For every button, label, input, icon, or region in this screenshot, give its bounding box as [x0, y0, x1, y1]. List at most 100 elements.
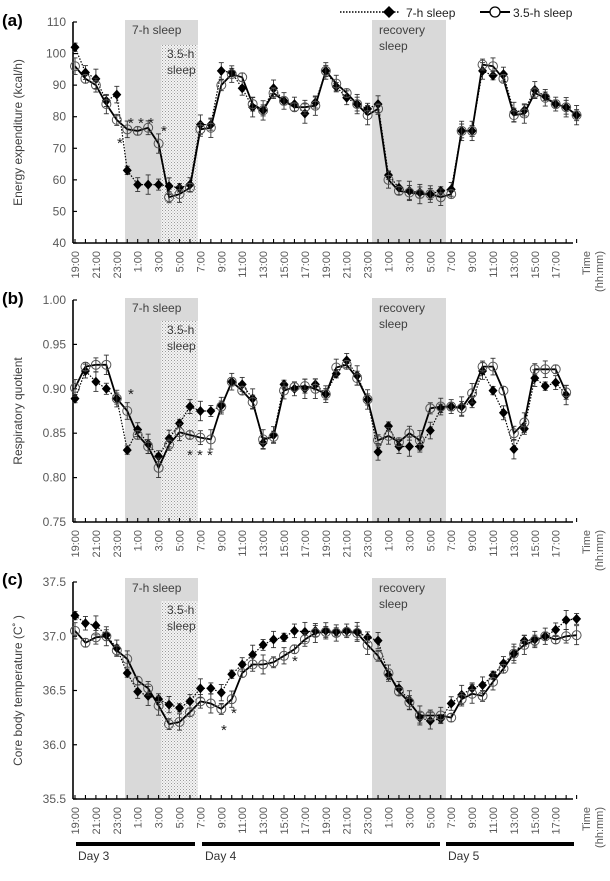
x-tick-label: 15:00	[530, 807, 542, 835]
panel-a: 7-h sleep 3.5-h sleep recovery sleep 40 50 60 70…	[2, 11, 606, 292]
data-point-7h	[133, 179, 143, 190]
x-tick-label: 15:00	[279, 807, 291, 835]
y-tick-label: 35.5	[43, 792, 67, 806]
x-tick-label: 23:00	[363, 807, 375, 835]
data-point-35h	[352, 373, 363, 384]
data-point-35h	[153, 138, 164, 149]
y-tick-label: 0.85	[43, 426, 67, 440]
data-point-35h	[456, 403, 467, 414]
data-point-35h	[299, 381, 310, 392]
data-point-35h	[132, 429, 143, 440]
shade-35h-sleep	[161, 45, 198, 243]
x-tick-label: 11:00	[488, 251, 500, 278]
shade-recovery-sleep	[372, 20, 446, 243]
day-bar-4	[202, 842, 440, 846]
data-point-7h	[133, 424, 143, 435]
data-point-35h	[164, 719, 175, 730]
circle-marker-icon	[489, 6, 501, 18]
y-tick-label: 80	[53, 110, 67, 124]
x-tick-label: 21:00	[342, 807, 354, 835]
data-point-35h	[508, 648, 519, 659]
data-point-7h	[478, 680, 488, 691]
y-tick-label: 37.0	[43, 629, 67, 643]
x-tick-label: 17:00	[300, 807, 312, 835]
data-point-35h	[299, 102, 310, 113]
x-axis-title-line2: (hh:mm)	[594, 530, 606, 571]
day-label-3: Day 3	[78, 849, 110, 863]
data-point-35h	[561, 387, 572, 398]
data-point-35h	[216, 703, 227, 714]
data-point-7h	[269, 634, 279, 645]
data-point-35h	[258, 105, 269, 116]
y-axis-title: Energy expenditure (kcal/h)	[11, 59, 25, 206]
data-point-35h	[425, 710, 436, 721]
data-point-7h	[498, 407, 508, 418]
data-point-35h	[205, 122, 216, 133]
x-tick-label: 21:00	[342, 530, 354, 558]
shade-label-35h-line1: 3.5-h	[167, 47, 194, 61]
panel-b: 7-h sleep 3.5-h sleep recovery sleep 0.75 0.80…	[2, 289, 606, 571]
y-tick-label: 100	[46, 47, 66, 61]
data-point-35h	[289, 644, 300, 655]
day-bars: Day 3 Day 4 Day 5	[76, 842, 574, 863]
shade-7h-sleep	[125, 298, 161, 522]
data-point-35h	[205, 434, 216, 445]
series-line	[74, 363, 567, 470]
data-point-35h	[111, 114, 122, 125]
data-point-35h	[80, 73, 91, 84]
data-point-35h	[550, 99, 561, 110]
x-tick-label: 3:00	[404, 530, 416, 551]
x-tick-label: 11:00	[237, 530, 249, 557]
x-tick-label: 11:00	[237, 251, 249, 278]
data-point-35h	[425, 403, 436, 414]
data-point-35h	[70, 625, 80, 636]
data-point-35h	[90, 80, 101, 91]
data-point-35h	[226, 376, 237, 387]
shade-label-recovery-line2: sleep	[379, 39, 408, 53]
data-point-35h	[320, 65, 331, 76]
data-point-35h	[383, 668, 394, 679]
data-point-35h	[341, 88, 352, 99]
data-point-35h	[571, 630, 582, 641]
data-point-35h	[341, 359, 352, 370]
data-point-7h	[195, 683, 205, 694]
data-point-35h	[456, 694, 467, 705]
x-tick-label: 7:00	[195, 251, 207, 272]
data-point-35h	[488, 676, 498, 687]
data-point-35h	[143, 122, 154, 133]
data-point-35h	[268, 431, 279, 442]
day-label-4: Day 4	[205, 849, 237, 863]
data-point-35h	[279, 95, 289, 106]
data-point-7h	[509, 444, 519, 455]
significance-star: *	[128, 386, 134, 403]
data-point-35h	[467, 388, 478, 399]
data-point-35h	[561, 102, 572, 113]
x-tick-label: 11:00	[488, 807, 500, 834]
data-point-35h	[90, 632, 101, 643]
data-point-35h	[425, 189, 436, 200]
data-point-35h	[289, 102, 300, 113]
y-tick-label: 36.5	[43, 684, 67, 698]
shade-7h-sleep-top	[161, 298, 198, 321]
y-tick-label: 70	[53, 141, 67, 155]
data-point-7h	[551, 377, 561, 388]
data-point-7h	[216, 687, 226, 698]
data-point-35h	[508, 428, 519, 439]
series-35h-sleep	[70, 622, 582, 731]
x-tick-label: 13:00	[258, 807, 270, 835]
data-point-35h	[164, 192, 175, 203]
x-tick-label: 15:00	[279, 530, 291, 558]
data-point-35h	[279, 385, 289, 396]
x-tick-label: 7:00	[195, 530, 207, 551]
x-tick-label: 1:00	[133, 251, 145, 272]
data-point-35h	[362, 639, 373, 650]
data-point-7h	[289, 625, 299, 636]
data-point-35h	[111, 393, 122, 404]
data-point-7h	[175, 702, 184, 713]
data-point-35h	[289, 382, 300, 393]
x-tick-label: 1:00	[384, 530, 396, 551]
x-tick-label: 1:00	[133, 530, 145, 551]
data-point-35h	[435, 401, 446, 412]
data-point-35h	[70, 382, 80, 393]
data-point-7h	[195, 406, 205, 416]
